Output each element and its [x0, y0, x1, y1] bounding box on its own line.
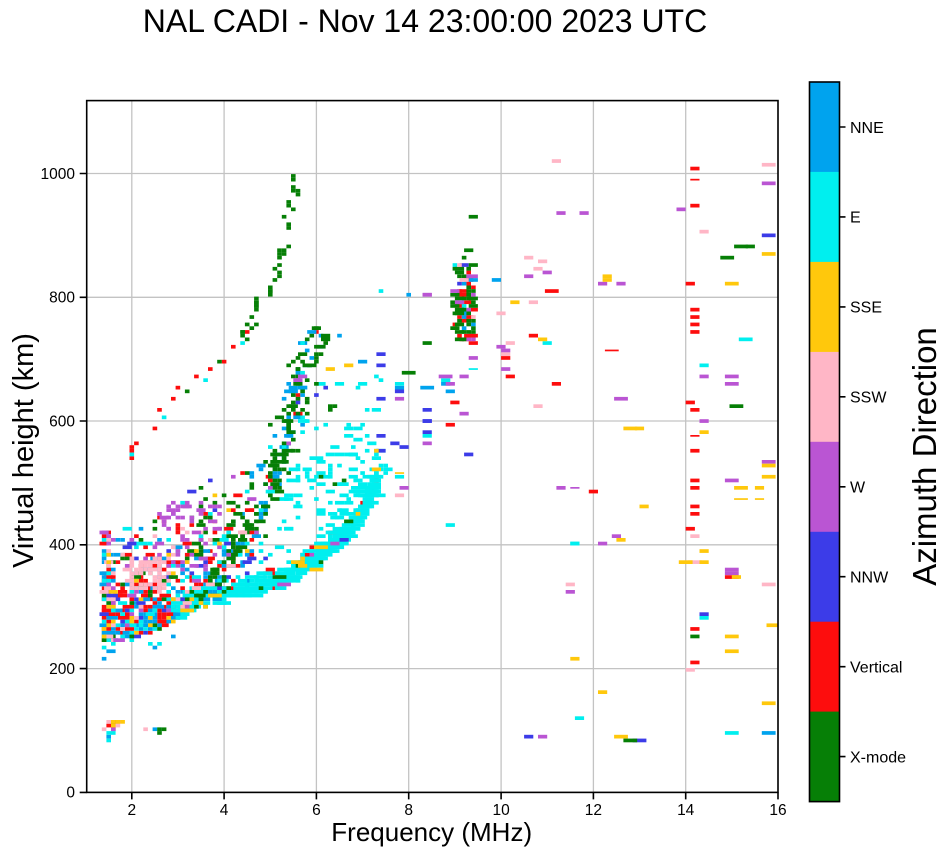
svg-text:X-mode: X-mode [850, 749, 906, 766]
svg-text:6: 6 [312, 802, 321, 819]
svg-text:Frequency (MHz): Frequency (MHz) [331, 817, 532, 847]
svg-text:4: 4 [220, 802, 229, 819]
svg-text:NNE: NNE [850, 120, 884, 137]
svg-text:16: 16 [769, 802, 786, 819]
svg-text:W: W [850, 480, 866, 497]
svg-text:2: 2 [127, 802, 136, 819]
svg-text:200: 200 [49, 661, 75, 678]
svg-text:600: 600 [49, 413, 75, 430]
svg-text:0: 0 [66, 785, 75, 802]
svg-text:Virtual height (km): Virtual height (km) [8, 333, 40, 568]
svg-text:Azimuth Direction: Azimuth Direction [906, 327, 943, 586]
svg-text:8: 8 [404, 802, 413, 819]
svg-text:SSE: SSE [850, 300, 882, 317]
svg-text:10: 10 [492, 802, 510, 819]
svg-text:NNW: NNW [850, 570, 889, 587]
svg-text:14: 14 [677, 802, 695, 819]
svg-text:E: E [850, 210, 861, 227]
svg-text:400: 400 [49, 537, 75, 554]
svg-text:NAL CADI - Nov 14 23:00:00 202: NAL CADI - Nov 14 23:00:00 2023 UTC [143, 3, 707, 39]
svg-text:1000: 1000 [41, 166, 76, 183]
svg-text:Vertical: Vertical [850, 660, 902, 677]
svg-text:800: 800 [49, 290, 75, 307]
svg-text:SSW: SSW [850, 390, 887, 407]
svg-text:12: 12 [585, 802, 602, 819]
